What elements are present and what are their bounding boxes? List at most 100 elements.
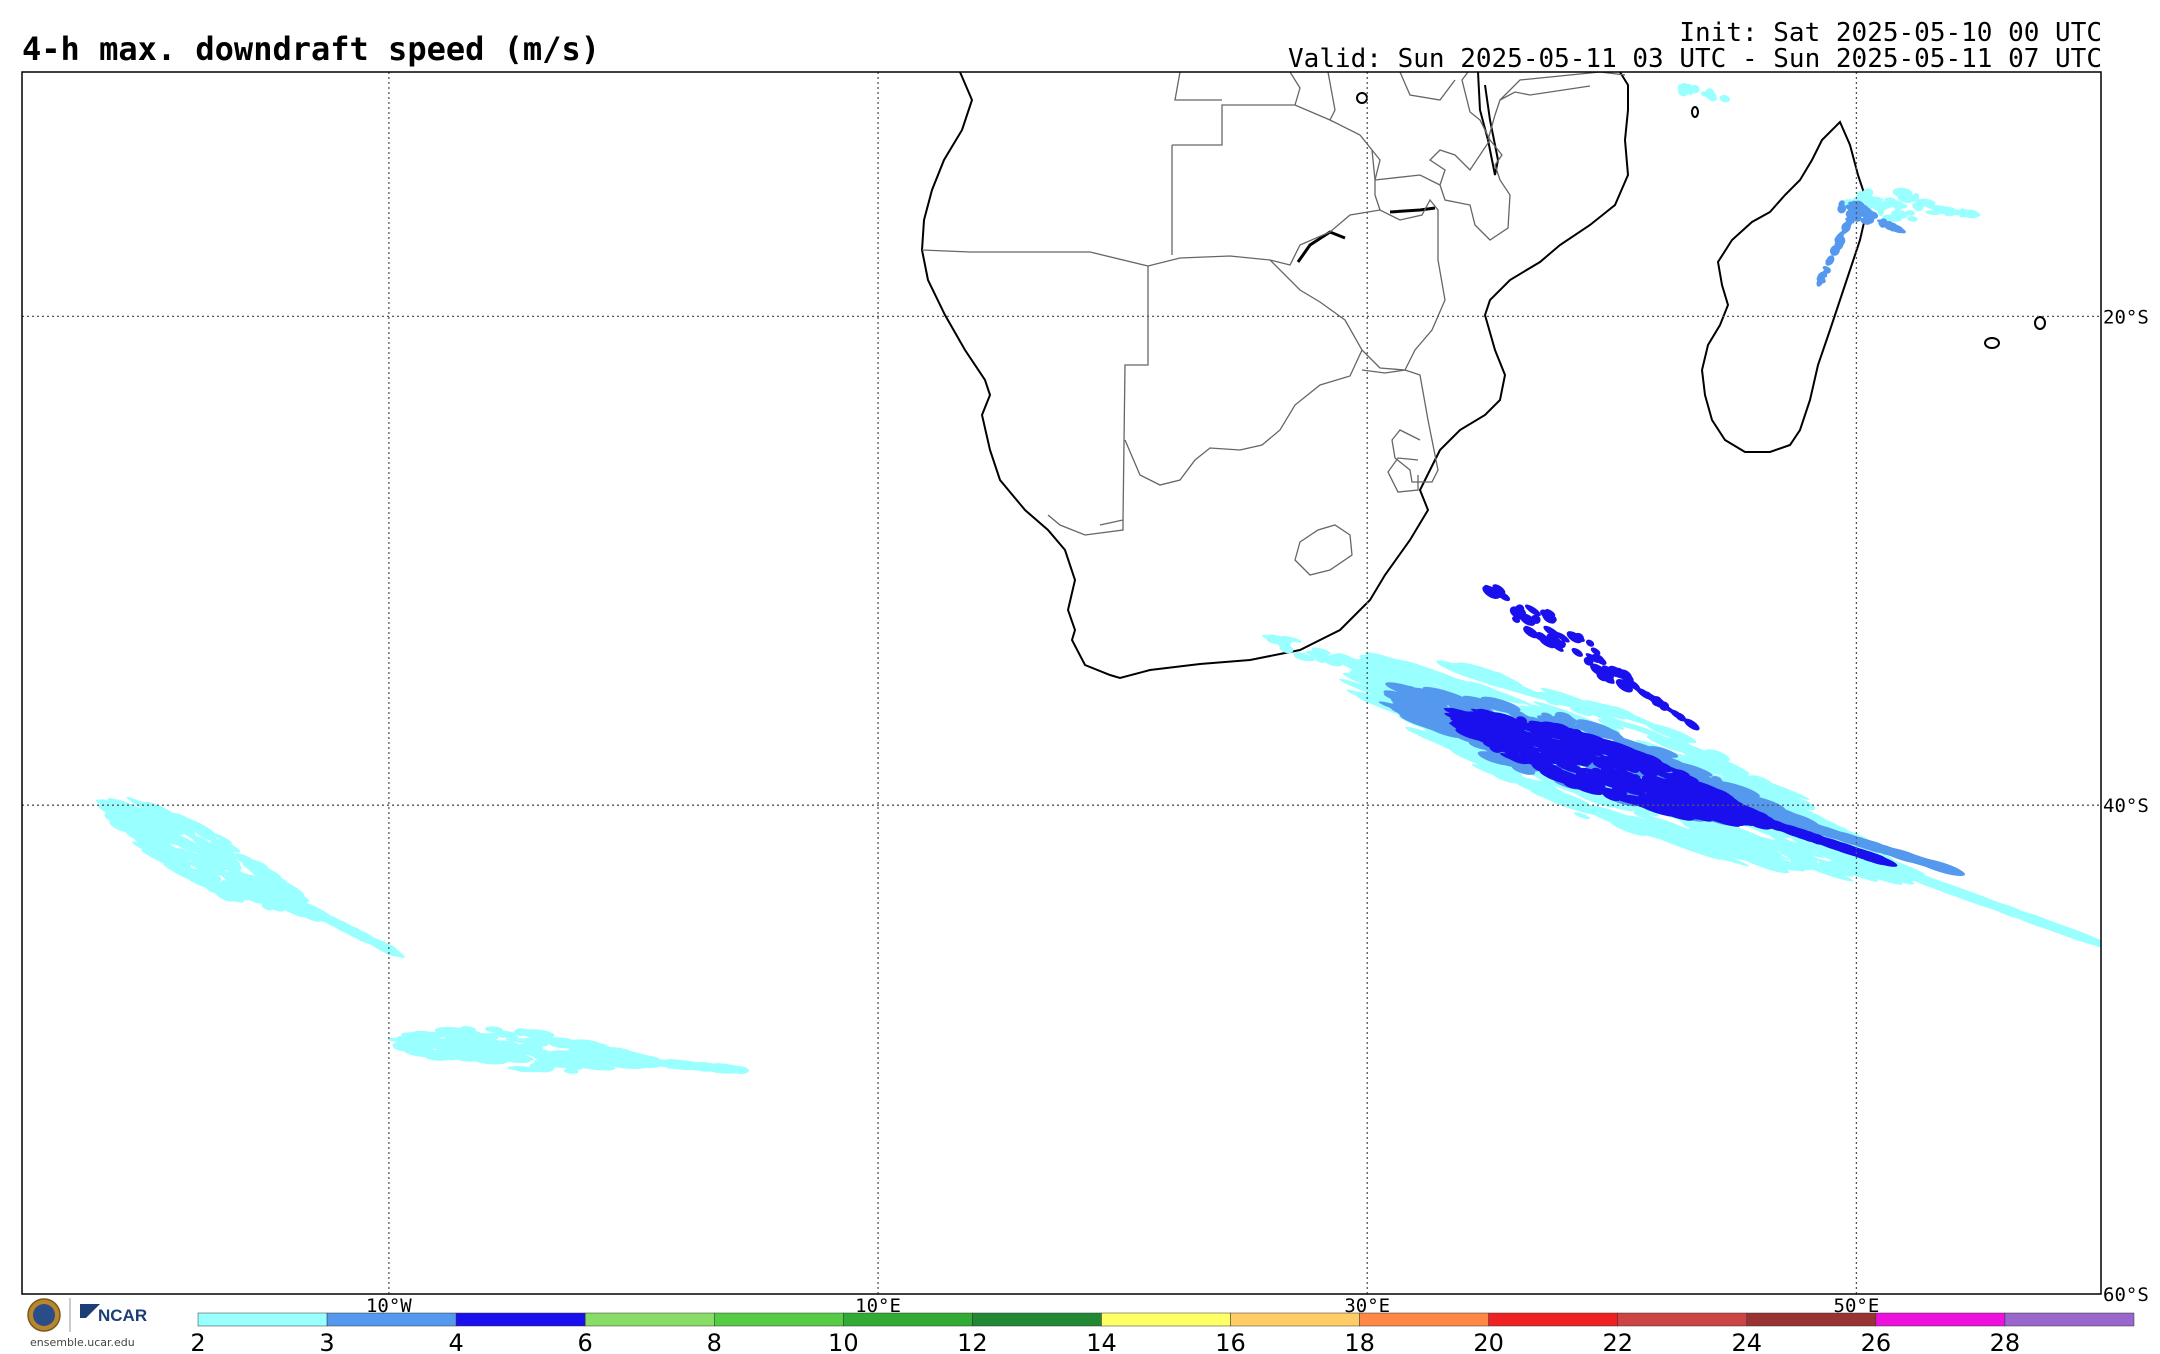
colorbar-tick-label: 12 [957, 1329, 988, 1354]
downdraft-cell-strong [1486, 589, 1500, 599]
downdraft-cell-mid [1698, 775, 1715, 785]
downdraft-cell-light [162, 826, 180, 839]
downdraft-cell-light [505, 1038, 545, 1044]
colorbar-swatch [714, 1312, 844, 1327]
downdraft-cell-light [1697, 833, 1765, 858]
downdraft-cell-strong [1712, 809, 1744, 824]
colorbar-swatch [1617, 1312, 1748, 1327]
downdraft-cell-light [1923, 879, 1945, 888]
downdraft-cell-light [1721, 825, 1770, 845]
downdraft-cell-light [605, 1062, 646, 1069]
reunion-outline [2034, 316, 2046, 330]
downdraft-cell-mid [1389, 703, 1416, 716]
downdraft-cell-mid [1823, 266, 1831, 274]
grid-labels: 10°W 10°E 30°E 50°E 20°S 40°S 60°S [366, 306, 2149, 1317]
downdraft-cell-mid [1424, 715, 1460, 730]
downdraft-cell-light [1894, 200, 1901, 206]
downdraft-cell-mid [1836, 232, 1844, 242]
downdraft-cell-light [153, 828, 169, 837]
downdraft-cell-mid [1662, 757, 1684, 765]
downdraft-cell-light [533, 1049, 553, 1059]
downdraft-cell-strong [1508, 722, 1525, 730]
downdraft-cell-light [1364, 689, 1392, 701]
downdraft-cell-light [1856, 858, 1917, 882]
downdraft-cell-light [1333, 653, 1353, 663]
downdraft-cell-light [1859, 195, 1871, 203]
colorbar-tick-label: 10 [828, 1329, 859, 1354]
downdraft-cell-light [223, 859, 242, 871]
downdraft-cell-light [250, 860, 269, 872]
colorbar-tick-label: 28 [1990, 1329, 2021, 1354]
colorbar-swatch [1230, 1312, 1360, 1327]
downdraft-cell-light [210, 840, 225, 850]
downdraft-cell-light [1569, 706, 1593, 717]
downdraft-cell-light [1799, 811, 1826, 825]
comoros-outline [1691, 106, 1699, 118]
downdraft-cell-light [1895, 211, 1906, 218]
downdraft-cell-strong [1655, 699, 1667, 709]
downdraft-cell-strong [1738, 805, 1751, 813]
downdraft-cell-light [717, 1066, 740, 1072]
downdraft-cell-strong [1644, 785, 1680, 798]
downdraft-cell-strong [1691, 786, 1729, 803]
downdraft-cell-light [1704, 90, 1712, 99]
downdraft-cell-strong [1524, 757, 1563, 772]
downdraft-cell-light [163, 863, 202, 884]
colorbar-tick-label: 18 [1344, 1329, 1375, 1354]
downdraft-cell-mid [1858, 205, 1873, 216]
downdraft-cell-light [1677, 83, 1687, 92]
downdraft-cell-light [1711, 93, 1717, 100]
downdraft-cell-light [1884, 197, 1897, 204]
downdraft-cell-light [1778, 848, 1819, 866]
downdraft-cell-light [1719, 95, 1731, 103]
downdraft-cell-light [127, 821, 162, 840]
downdraft-cell-strong [1472, 726, 1500, 739]
downdraft-cell-light [1963, 209, 1980, 219]
africa-coastline [920, 72, 1630, 680]
downdraft-cell-light [1308, 652, 1332, 661]
downdraft-cell-strong [1675, 712, 1686, 722]
downdraft-cell-light [419, 1044, 449, 1050]
downdraft-cell-light [148, 847, 180, 865]
colorbar-tick-label: 8 [707, 1329, 722, 1354]
downdraft-cell-strong [1583, 656, 1594, 666]
downdraft-cell-mid [1647, 746, 1679, 758]
lake-victoria-edge [1356, 92, 1368, 104]
downdraft-cell-strong [1474, 708, 1499, 721]
downdraft-cell-strong [1531, 614, 1541, 624]
downdraft-cell-light [246, 883, 273, 898]
downdraft-cell-light [172, 813, 194, 825]
downdraft-cell-strong [1671, 783, 1698, 795]
downdraft-cell-mid [1844, 219, 1853, 229]
downdraft-cell-strong [1595, 775, 1614, 785]
downdraft-cell-strong [1791, 829, 1829, 845]
downdraft-cell-mid [1540, 715, 1576, 728]
downdraft-cell-light [248, 874, 277, 891]
downdraft-cell-mid [1817, 272, 1825, 282]
downdraft-cell-light [1700, 837, 1747, 855]
downdraft-cell-strong [1592, 654, 1607, 665]
downdraft-cell-strong [1859, 851, 1892, 866]
downdraft-cell-light [1388, 658, 1436, 677]
downdraft-cell-light [1821, 865, 1846, 877]
colorbar-swatch [1359, 1312, 1489, 1327]
downdraft-cell-strong [1598, 738, 1638, 753]
downdraft-cell-strong [1543, 625, 1561, 639]
downdraft-cell-light [1749, 825, 1786, 840]
downdraft-cell-strong [1764, 820, 1796, 834]
downdraft-cell-light [1276, 637, 1291, 649]
downdraft-cell-light [1833, 858, 1903, 885]
downdraft-cell-light [194, 827, 217, 842]
downdraft-cell-light [2015, 912, 2058, 929]
downdraft-cell-light [1528, 704, 1561, 718]
downdraft-cell-light [1958, 891, 1990, 905]
country-borders [921, 72, 1626, 576]
downdraft-cell-mid [1878, 218, 1888, 228]
downdraft-cell-strong [1576, 772, 1599, 783]
downdraft-cell-light [184, 869, 215, 887]
meridian-label: 30°E [1344, 1295, 1390, 1317]
downdraft-cell-light [1721, 767, 1741, 777]
downdraft-cell-light [1453, 678, 1521, 704]
colorbar-tick-label: 3 [319, 1329, 334, 1354]
